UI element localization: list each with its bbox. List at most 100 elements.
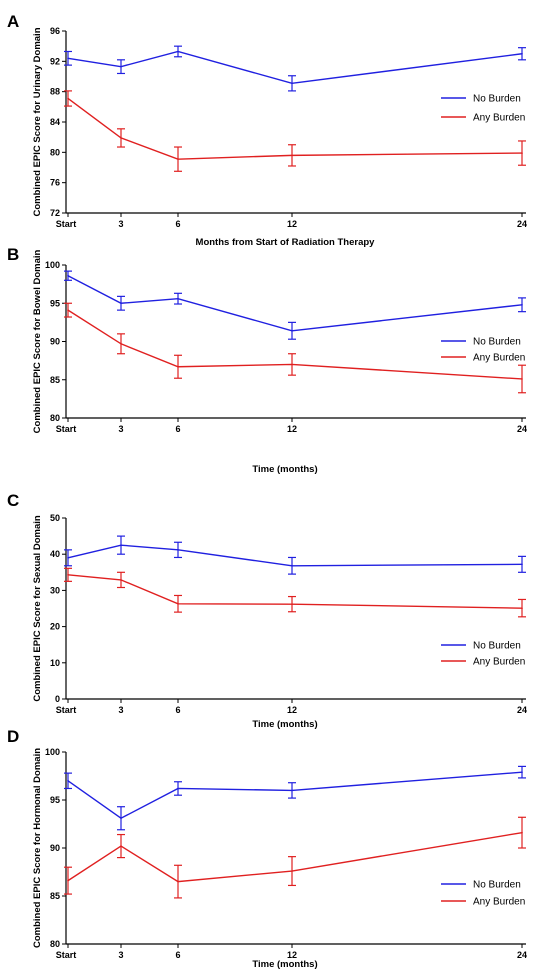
panel-b-series-any-burden-point (120, 342, 122, 345)
panel-d-x-tick-label: 24 (517, 950, 527, 960)
panel-c-series-any-burden-point (67, 574, 69, 576)
panel-c-y-tick-label: 40 (50, 549, 60, 559)
panel-b-legend-label: Any Burden (473, 353, 525, 364)
panel-c-legend-label: Any Burden (473, 657, 525, 668)
panel-d-legend-label: Any Burden (473, 897, 525, 908)
panel-d-series-any-burden-point (521, 831, 523, 834)
panel-d-x-tick-label: 3 (118, 950, 123, 960)
panel-c-series-any-burden-point (177, 602, 179, 605)
panel-c-series-no-burden-line (67, 544, 523, 567)
panel-a-x-axis-title: Months from Start of Radiation Therapy (196, 237, 376, 248)
panel-c-series-no-burden-point (177, 549, 179, 551)
panel-c-series-no-burden-point (67, 557, 69, 559)
panel-c-series-no-burden-point (521, 563, 523, 566)
panel-d-letter: D (7, 727, 19, 746)
panel-d-series-no-burden-point (67, 780, 69, 782)
panel-a-y-axis-title: Combined EPIC Score for Urinary Domain (32, 27, 43, 216)
panel-a-series-any-burden-point (177, 158, 179, 160)
panel-d-x-axis-title: Time (months) (252, 959, 317, 970)
panel-c-x-tick-label: Start (56, 705, 77, 715)
panel-a-x-tick-label: 3 (118, 219, 123, 229)
panel-d-y-tick-label: 90 (50, 843, 60, 853)
panel-d-y-tick-label: 95 (50, 795, 60, 805)
panel-b-x-tick-label: 6 (175, 424, 180, 434)
panel-b-x-tick-label: Start (56, 424, 77, 434)
panel-a-series-any-burden-point (67, 97, 69, 100)
panel-c-series-any-burden-point (120, 579, 122, 581)
panel-b-x-axis-title: Time (months) (252, 464, 317, 475)
panel-c-series-any-burden-point (291, 603, 293, 605)
panel-a-series-any-burden-point (521, 152, 523, 154)
panel-a-series-any-burden-point (120, 137, 122, 139)
panel-a-y-tick-label: 88 (50, 87, 60, 97)
panel-c-legend-label: No Burden (473, 641, 521, 652)
panel-d-series-any-burden-point (177, 880, 179, 883)
panel-a-legend-label: No Burden (473, 94, 521, 105)
panel-a-series-no-burden-point (177, 50, 179, 53)
panel-a-x-tick-label: Start (56, 219, 77, 229)
panel-a-series-any-burden-line (67, 97, 523, 160)
panel-d-y-axis-title: Combined EPIC Score for Hormonal Domain (32, 748, 43, 948)
panel-b-y-tick-label: 100 (45, 260, 60, 270)
panel-a-y-tick-label: 76 (50, 178, 60, 188)
panel-b-series-no-burden-point (291, 329, 293, 332)
panel-d-y-tick-label: 80 (50, 939, 60, 949)
panel-d-x-tick-label: 6 (175, 950, 180, 960)
panel-a-letter: A (7, 12, 19, 31)
panel-a-y-tick-label: 96 (50, 26, 60, 36)
panel-d-series-no-burden-line (67, 771, 523, 820)
panel-c-y-tick-label: 10 (50, 658, 60, 668)
panel-c-x-tick-label: 12 (287, 705, 297, 715)
panel-d-x-tick-label: 12 (287, 950, 297, 960)
panel-b-series-no-burden-point (120, 302, 122, 305)
panel-a-series-no-burden-point (120, 65, 122, 68)
panel-c-series-any-burden-line (67, 574, 523, 609)
panel-a-series-no-burden-point (67, 57, 69, 60)
panel-d-series-no-burden-point (521, 771, 523, 773)
panel-d-y-tick-label: 85 (50, 891, 60, 901)
panel-c-y-axis-title: Combined EPIC Score for Sexual Domain (32, 515, 43, 702)
panel-a-series-no-burden-line (67, 50, 523, 85)
panel-a-y-tick-label: 84 (50, 117, 60, 127)
panel-d-x-tick-label: Start (56, 950, 77, 960)
panel-b-y-tick-label: 85 (50, 375, 60, 385)
panel-b-series-no-burden-point (67, 274, 69, 277)
panel-c-y-tick-label: 0 (55, 694, 60, 704)
panel-b-series-no-burden-point (177, 297, 179, 300)
panel-d-series-no-burden-point (120, 817, 122, 820)
panel-b-y-tick-label: 95 (50, 298, 60, 308)
panel-b-series-any-burden-point (67, 309, 69, 311)
panel-a-y-tick-label: 92 (50, 56, 60, 66)
panel-c-y-tick-label: 20 (50, 622, 60, 632)
panel-c-y-tick-label: 50 (50, 513, 60, 523)
panel-a-series-any-burden-point (291, 154, 293, 157)
panel-c-series-any-burden-point (521, 607, 523, 609)
panel-b-x-tick-label: 3 (118, 424, 123, 434)
panel-c-series-no-burden-point (291, 564, 293, 567)
panel-a-y-tick-label: 80 (50, 147, 60, 157)
panel-d-series-any-burden-point (120, 845, 122, 847)
panel-b-legend-label: No Burden (473, 337, 521, 348)
panel-b-series-any-burden-point (291, 363, 293, 366)
panel-d-series-no-burden-point (291, 789, 293, 792)
panel-d-series-no-burden-point (177, 787, 179, 790)
panel-b-series-any-burden-point (521, 378, 523, 380)
panel-a-x-tick-label: 12 (287, 219, 297, 229)
panel-b-y-axis-title: Combined EPIC Score for Bowel Domain (32, 249, 43, 433)
panel-a-x-tick-label: 24 (517, 219, 527, 229)
panel-d-series-any-burden-point (291, 870, 293, 872)
panel-c-x-axis-title: Time (months) (252, 719, 317, 730)
panel-b-y-tick-label: 80 (50, 413, 60, 423)
panel-d-series-any-burden-point (67, 879, 69, 882)
panel-c-x-tick-label: 24 (517, 705, 527, 715)
panel-a-legend-label: Any Burden (473, 113, 525, 124)
panel-b-series-any-burden-point (177, 365, 179, 368)
panel-b-letter: B (7, 245, 19, 264)
panel-c-letter: C (7, 491, 19, 510)
panel-d-legend-label: No Burden (473, 880, 521, 891)
panel-b-x-tick-label: 12 (287, 424, 297, 434)
panel-c-x-tick-label: 6 (175, 705, 180, 715)
panel-c-x-tick-label: 3 (118, 705, 123, 715)
